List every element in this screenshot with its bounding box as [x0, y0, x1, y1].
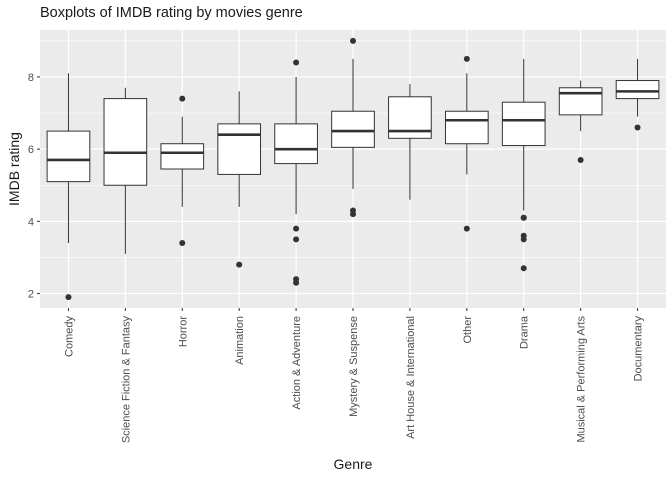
outlier-point	[293, 59, 300, 66]
x-tick-label: Drama	[519, 315, 531, 349]
outlier-point	[634, 124, 641, 131]
box-drama	[501, 58, 546, 272]
outlier-point	[520, 214, 527, 221]
box-animation	[217, 91, 262, 268]
box-documentary	[615, 58, 660, 131]
outlier-point	[520, 265, 527, 272]
x-tick-label: Action & Adventure	[291, 316, 303, 410]
outlier-point	[179, 240, 186, 247]
y-axis-ticks: 2 4 6 8	[28, 72, 40, 301]
x-tick-label: Horror	[177, 316, 189, 348]
x-tick-label: Science Fiction & Fantasy	[120, 316, 132, 444]
outlier-point	[520, 236, 527, 243]
x-axis-ticks: Comedy Science Fiction & Fantasy Horror Ani…	[63, 308, 645, 444]
outlier-point	[293, 236, 300, 243]
box-body	[558, 87, 603, 116]
outlier-point	[236, 261, 243, 268]
x-tick-label: Musical & Performing Arts	[576, 316, 588, 443]
y-tick-label: 6	[28, 144, 34, 156]
box-body	[103, 98, 148, 186]
box-body	[331, 110, 375, 148]
box-action-adventure	[274, 59, 318, 286]
x-tick-label: Mystery & Suspense	[348, 316, 360, 417]
y-tick-label: 4	[28, 216, 34, 228]
x-tick-label: Art House & International	[405, 316, 417, 439]
y-tick-label: 2	[28, 289, 34, 301]
box-science-fiction-fantasy	[103, 87, 148, 254]
box-other	[444, 55, 489, 232]
outlier-point	[463, 225, 470, 232]
outlier-point	[350, 37, 356, 44]
box-body	[46, 130, 91, 183]
outlier-point	[350, 211, 356, 218]
outlier-point	[293, 279, 300, 286]
box-musical-performing-arts	[558, 80, 603, 163]
box-body	[217, 123, 262, 175]
x-tick-label: Comedy	[63, 316, 75, 357]
x-tick-label: Documentary	[633, 316, 645, 382]
box-body	[501, 101, 546, 147]
x-tick-label: Animation	[234, 316, 246, 365]
outlier-point	[577, 156, 584, 163]
boxes-group	[46, 37, 660, 301]
box-art-house-international	[388, 84, 432, 200]
box-body	[274, 123, 318, 165]
outlier-point	[65, 294, 72, 301]
box-body	[444, 110, 489, 145]
chart-title: Boxplots of IMDB rating by movies genre	[40, 5, 303, 21]
box-comedy	[46, 73, 91, 301]
outlier-point	[179, 95, 186, 102]
box-horror	[160, 95, 205, 247]
y-tick-label: 8	[28, 72, 34, 84]
box-mystery-suspense	[331, 37, 375, 218]
outlier-point	[293, 225, 300, 232]
x-axis-title: Genre	[334, 456, 373, 472]
outlier-point	[463, 55, 470, 62]
y-axis-title: IMDB rating	[6, 132, 22, 206]
x-tick-label: Other	[462, 316, 474, 344]
box-body	[160, 143, 205, 170]
box-body	[615, 80, 660, 100]
